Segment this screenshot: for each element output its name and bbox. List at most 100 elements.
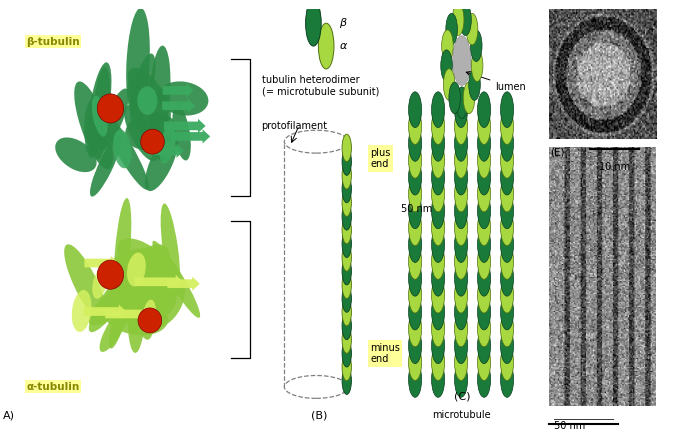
Ellipse shape (127, 81, 166, 161)
Ellipse shape (98, 88, 129, 151)
Circle shape (342, 326, 352, 353)
FancyArrow shape (171, 129, 210, 143)
Text: 50 nm: 50 nm (554, 421, 585, 431)
Circle shape (477, 260, 491, 296)
Circle shape (446, 13, 457, 45)
Text: α-tubulin: α-tubulin (26, 382, 80, 392)
Circle shape (455, 210, 468, 246)
Circle shape (500, 243, 513, 279)
Circle shape (408, 109, 421, 145)
Ellipse shape (72, 290, 91, 332)
Ellipse shape (113, 198, 131, 306)
FancyArrow shape (167, 277, 200, 291)
Circle shape (441, 30, 453, 61)
Circle shape (477, 210, 491, 246)
Circle shape (477, 142, 491, 178)
Circle shape (455, 142, 468, 178)
Circle shape (318, 23, 334, 69)
Ellipse shape (98, 260, 124, 289)
Ellipse shape (127, 252, 146, 286)
Ellipse shape (127, 260, 147, 353)
Text: minus
end: minus end (370, 343, 400, 365)
Circle shape (471, 30, 482, 61)
Ellipse shape (103, 248, 158, 288)
Circle shape (449, 82, 460, 114)
Circle shape (408, 294, 421, 330)
Text: ____________: ____________ (554, 411, 614, 420)
Circle shape (306, 0, 321, 46)
Ellipse shape (100, 110, 149, 190)
Circle shape (432, 260, 445, 296)
Circle shape (459, 4, 471, 36)
Ellipse shape (118, 239, 174, 290)
Ellipse shape (103, 296, 168, 335)
FancyArrow shape (164, 119, 206, 133)
Circle shape (468, 69, 480, 100)
Circle shape (441, 50, 453, 81)
Circle shape (342, 271, 352, 299)
Text: (B): (B) (311, 410, 327, 420)
Circle shape (432, 126, 445, 161)
Ellipse shape (126, 8, 150, 118)
Ellipse shape (109, 281, 132, 349)
Circle shape (408, 159, 421, 195)
Circle shape (342, 216, 352, 244)
Circle shape (500, 159, 513, 195)
Ellipse shape (126, 244, 170, 292)
Text: protofilament: protofilament (261, 121, 327, 131)
Circle shape (500, 227, 513, 262)
Circle shape (500, 277, 513, 313)
Circle shape (477, 277, 491, 313)
Ellipse shape (64, 244, 108, 324)
Circle shape (444, 69, 455, 100)
FancyArrow shape (163, 83, 194, 97)
Circle shape (408, 243, 421, 279)
Circle shape (455, 345, 468, 381)
Circle shape (477, 362, 491, 397)
Circle shape (455, 277, 468, 313)
Ellipse shape (125, 112, 176, 150)
Circle shape (432, 311, 445, 347)
Circle shape (342, 162, 352, 189)
Circle shape (408, 193, 421, 229)
Text: β-tubulin: β-tubulin (26, 37, 80, 47)
Circle shape (408, 210, 421, 246)
Circle shape (477, 92, 491, 128)
Ellipse shape (92, 96, 108, 137)
Circle shape (342, 298, 352, 326)
Circle shape (342, 203, 352, 230)
Circle shape (477, 159, 491, 195)
Ellipse shape (130, 282, 176, 321)
Circle shape (342, 312, 352, 339)
Circle shape (471, 50, 483, 81)
Circle shape (342, 353, 352, 381)
Ellipse shape (113, 129, 131, 168)
Ellipse shape (90, 135, 122, 197)
Circle shape (455, 311, 468, 347)
Text: microtubule: microtubule (432, 410, 491, 420)
Circle shape (500, 176, 513, 212)
Circle shape (455, 227, 468, 262)
FancyArrow shape (84, 304, 126, 319)
Circle shape (432, 109, 445, 145)
Circle shape (466, 13, 478, 45)
Ellipse shape (161, 204, 180, 296)
Circle shape (342, 230, 352, 258)
Text: (C): (C) (453, 391, 470, 401)
Ellipse shape (138, 308, 162, 333)
Circle shape (477, 345, 491, 381)
Circle shape (500, 92, 513, 128)
Text: tubulin heterodimer
(= microtubule subunit): tubulin heterodimer (= microtubule subun… (262, 75, 380, 97)
Circle shape (342, 148, 352, 175)
Circle shape (342, 134, 352, 162)
Circle shape (342, 244, 352, 271)
Ellipse shape (126, 267, 155, 328)
Ellipse shape (55, 137, 97, 172)
FancyArrow shape (105, 307, 152, 321)
Circle shape (408, 345, 421, 381)
Circle shape (500, 210, 513, 246)
Circle shape (500, 142, 513, 178)
Circle shape (432, 345, 445, 381)
Ellipse shape (160, 125, 176, 164)
Circle shape (342, 189, 352, 216)
